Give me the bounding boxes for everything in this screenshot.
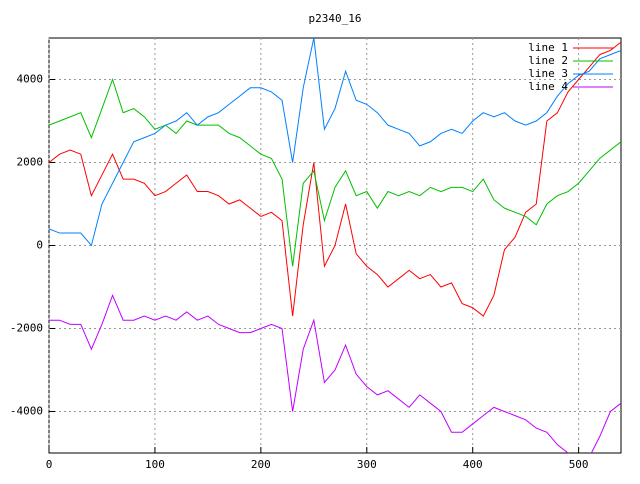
series-line bbox=[49, 77, 621, 267]
series-line bbox=[49, 38, 621, 247]
x-tick-label: 0 bbox=[46, 458, 53, 471]
legend-label: line 2 bbox=[528, 54, 568, 67]
series-line bbox=[49, 41, 621, 317]
y-tick-label: 2000 bbox=[17, 156, 44, 169]
y-tick-label: -2000 bbox=[10, 322, 43, 335]
x-tick-label: 400 bbox=[463, 458, 483, 471]
y-tick-label: 0 bbox=[36, 239, 43, 252]
legend-label: line 4 bbox=[528, 80, 568, 93]
plot-area bbox=[49, 38, 621, 453]
series-line bbox=[49, 293, 621, 453]
chart-title: p2340_16 bbox=[309, 12, 362, 25]
x-tick-label: 500 bbox=[569, 458, 589, 471]
legend-label: line 3 bbox=[528, 67, 568, 80]
legend-label: line 1 bbox=[528, 41, 568, 54]
y-tick-label: -4000 bbox=[10, 405, 43, 418]
x-tick-label: 100 bbox=[145, 458, 165, 471]
x-tick-label: 200 bbox=[251, 458, 271, 471]
x-tick-label: 300 bbox=[357, 458, 377, 471]
y-tick-label: 4000 bbox=[17, 73, 44, 86]
